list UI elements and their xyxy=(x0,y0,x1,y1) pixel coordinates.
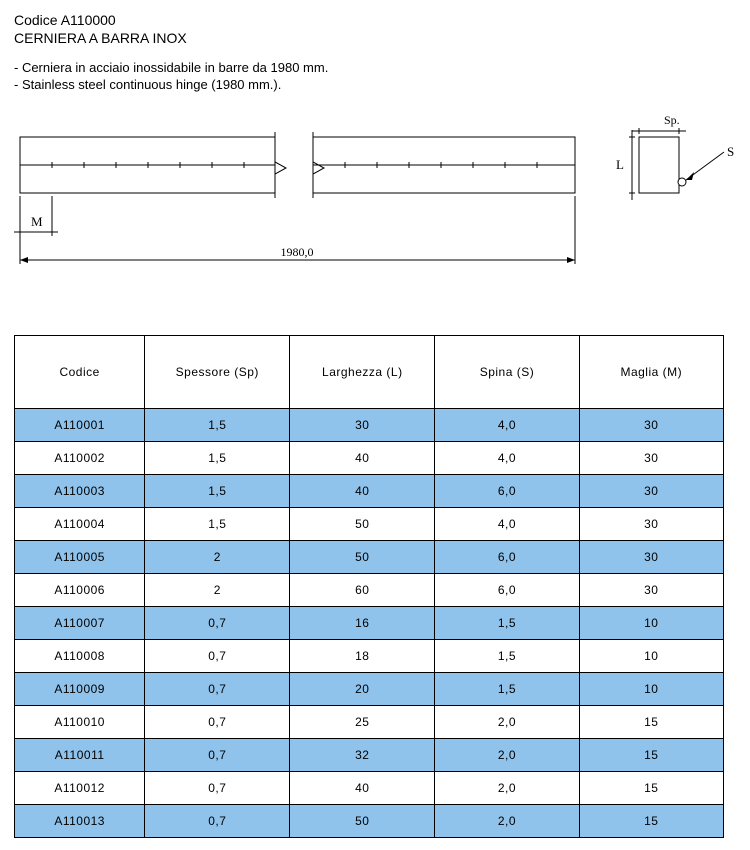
table-cell: 0,7 xyxy=(145,640,290,673)
table-cell: 1,5 xyxy=(435,640,579,673)
table-cell: 2,0 xyxy=(435,772,579,805)
table-cell: 20 xyxy=(290,673,435,706)
front-view xyxy=(20,132,575,198)
pin-circle xyxy=(678,178,686,186)
table-cell: 30 xyxy=(579,508,723,541)
table-row: A1100062606,030 xyxy=(15,574,724,607)
table-cell: 1,5 xyxy=(145,475,290,508)
table-cell: 0,7 xyxy=(145,706,290,739)
table-cell: 30 xyxy=(579,475,723,508)
length-label: 1980,0 xyxy=(281,245,314,259)
table-cell: 2,0 xyxy=(435,739,579,772)
col-spessore: Spessore (Sp) xyxy=(145,336,290,409)
table-cell: 25 xyxy=(290,706,435,739)
table-row: A1100070,7161,510 xyxy=(15,607,724,640)
table-cell: 0,7 xyxy=(145,739,290,772)
table-row: A1100021,5404,030 xyxy=(15,442,724,475)
table-cell: 0,7 xyxy=(145,607,290,640)
table-cell: 50 xyxy=(290,541,435,574)
table-cell: 1,5 xyxy=(145,508,290,541)
table-cell: 18 xyxy=(290,640,435,673)
table-cell: 50 xyxy=(290,805,435,838)
table-cell: 10 xyxy=(579,607,723,640)
table-cell: 6,0 xyxy=(435,475,579,508)
table-cell: 1,5 xyxy=(435,673,579,706)
spec-table: Codice Spessore (Sp) Larghezza (L) Spina… xyxy=(14,335,724,838)
technical-diagram: Sp. S L xyxy=(14,112,736,295)
table-cell: 15 xyxy=(579,739,723,772)
table-cell: A110009 xyxy=(15,673,145,706)
table-row: A1100100,7252,015 xyxy=(15,706,724,739)
sp-label: Sp. xyxy=(664,113,680,127)
table-cell: 15 xyxy=(579,706,723,739)
table-cell: 30 xyxy=(579,442,723,475)
table-cell: 4,0 xyxy=(435,508,579,541)
table-cell: 4,0 xyxy=(435,409,579,442)
table-cell: 40 xyxy=(290,772,435,805)
table-row: A1100120,7402,015 xyxy=(15,772,724,805)
table-cell: 1,5 xyxy=(145,442,290,475)
table-cell: 32 xyxy=(290,739,435,772)
table-cell: A110005 xyxy=(15,541,145,574)
code-line: Codice A110000 xyxy=(14,12,736,28)
table-cell: A110011 xyxy=(15,739,145,772)
table-cell: 30 xyxy=(579,574,723,607)
s-label: S xyxy=(727,144,734,159)
col-spina: Spina (S) xyxy=(435,336,579,409)
table-cell: 40 xyxy=(290,442,435,475)
table-row: A1100031,5406,030 xyxy=(15,475,724,508)
table-cell: A110008 xyxy=(15,640,145,673)
table-row: A1100011,5304,030 xyxy=(15,409,724,442)
table-cell: 2 xyxy=(145,541,290,574)
table-header-row: Codice Spessore (Sp) Larghezza (L) Spina… xyxy=(15,336,724,409)
m-label: M xyxy=(31,214,43,229)
table-cell: A110012 xyxy=(15,772,145,805)
table-cell: 6,0 xyxy=(435,574,579,607)
table-cell: 2,0 xyxy=(435,805,579,838)
table-row: A1100130,7502,015 xyxy=(15,805,724,838)
description-en: - Stainless steel continuous hinge (1980… xyxy=(14,77,736,92)
table-cell: 15 xyxy=(579,772,723,805)
table-cell: 60 xyxy=(290,574,435,607)
table-cell: 30 xyxy=(579,541,723,574)
profile-rect xyxy=(639,137,679,193)
table-cell: A110004 xyxy=(15,508,145,541)
table-cell: 40 xyxy=(290,475,435,508)
table-row: A1100080,7181,510 xyxy=(15,640,724,673)
table-cell: A110002 xyxy=(15,442,145,475)
table-cell: 15 xyxy=(579,805,723,838)
table-cell: A110013 xyxy=(15,805,145,838)
product-title: CERNIERA A BARRA INOX xyxy=(14,30,736,46)
table-cell: 0,7 xyxy=(145,805,290,838)
description-it: - Cerniera in acciaio inossidabile in ba… xyxy=(14,60,736,75)
table-cell: 1,5 xyxy=(145,409,290,442)
col-codice: Codice xyxy=(15,336,145,409)
table-cell: 50 xyxy=(290,508,435,541)
table-cell: 10 xyxy=(579,640,723,673)
table-cell: 30 xyxy=(290,409,435,442)
table-cell: 0,7 xyxy=(145,772,290,805)
table-row: A1100110,7322,015 xyxy=(15,739,724,772)
table-cell: 1,5 xyxy=(435,607,579,640)
table-cell: 6,0 xyxy=(435,541,579,574)
l-label: L xyxy=(616,157,624,172)
table-cell: 4,0 xyxy=(435,442,579,475)
table-cell: A110010 xyxy=(15,706,145,739)
table-row: A1100090,7201,510 xyxy=(15,673,724,706)
table-cell: 0,7 xyxy=(145,673,290,706)
table-cell: A110006 xyxy=(15,574,145,607)
table-cell: A110003 xyxy=(15,475,145,508)
table-cell: 2,0 xyxy=(435,706,579,739)
table-cell: A110007 xyxy=(15,607,145,640)
table-row: A1100052506,030 xyxy=(15,541,724,574)
table-row: A1100041,5504,030 xyxy=(15,508,724,541)
col-larghezza: Larghezza (L) xyxy=(290,336,435,409)
table-cell: 30 xyxy=(579,409,723,442)
table-cell: 10 xyxy=(579,673,723,706)
table-cell: A110001 xyxy=(15,409,145,442)
table-cell: 16 xyxy=(290,607,435,640)
table-cell: 2 xyxy=(145,574,290,607)
col-maglia: Maglia (M) xyxy=(579,336,723,409)
